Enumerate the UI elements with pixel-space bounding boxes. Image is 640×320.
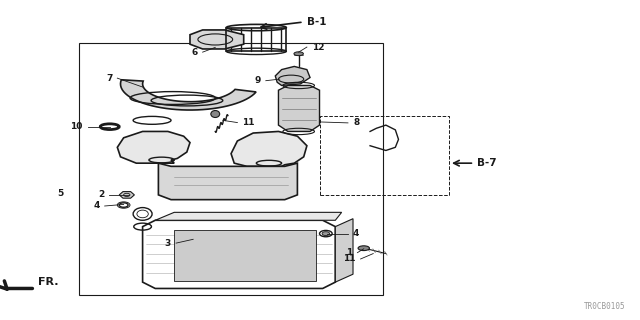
Text: 9: 9 — [254, 76, 260, 85]
Text: 7: 7 — [106, 74, 112, 83]
Polygon shape — [174, 230, 316, 281]
Text: 1: 1 — [346, 248, 353, 257]
Text: 3: 3 — [164, 239, 171, 248]
Text: B-7: B-7 — [477, 158, 497, 168]
Ellipse shape — [294, 52, 303, 56]
Polygon shape — [117, 132, 190, 163]
Text: 11: 11 — [343, 254, 356, 263]
Polygon shape — [158, 163, 298, 200]
Ellipse shape — [358, 246, 369, 251]
Polygon shape — [257, 138, 282, 163]
Text: 12: 12 — [312, 43, 324, 52]
Polygon shape — [278, 85, 319, 132]
Text: FR.: FR. — [38, 277, 59, 287]
Polygon shape — [231, 132, 307, 166]
Polygon shape — [156, 212, 342, 220]
Text: TR0CB0105: TR0CB0105 — [584, 302, 626, 311]
Ellipse shape — [322, 232, 330, 236]
Text: 10: 10 — [70, 122, 83, 131]
Text: 6: 6 — [191, 48, 198, 57]
Ellipse shape — [211, 110, 220, 117]
Text: B-1: B-1 — [307, 17, 326, 27]
Bar — [79, 43, 383, 295]
Polygon shape — [119, 192, 134, 198]
Polygon shape — [335, 219, 353, 282]
Polygon shape — [190, 30, 244, 49]
Text: 2: 2 — [98, 190, 104, 199]
Text: 8: 8 — [353, 118, 359, 127]
Polygon shape — [149, 138, 174, 160]
Bar — [227, 28, 286, 51]
Text: 11: 11 — [243, 118, 255, 127]
Text: 4: 4 — [353, 229, 360, 238]
Polygon shape — [120, 80, 256, 110]
Bar — [319, 116, 449, 195]
Polygon shape — [275, 67, 310, 85]
Text: 5: 5 — [58, 189, 63, 198]
Text: 4: 4 — [93, 202, 100, 211]
